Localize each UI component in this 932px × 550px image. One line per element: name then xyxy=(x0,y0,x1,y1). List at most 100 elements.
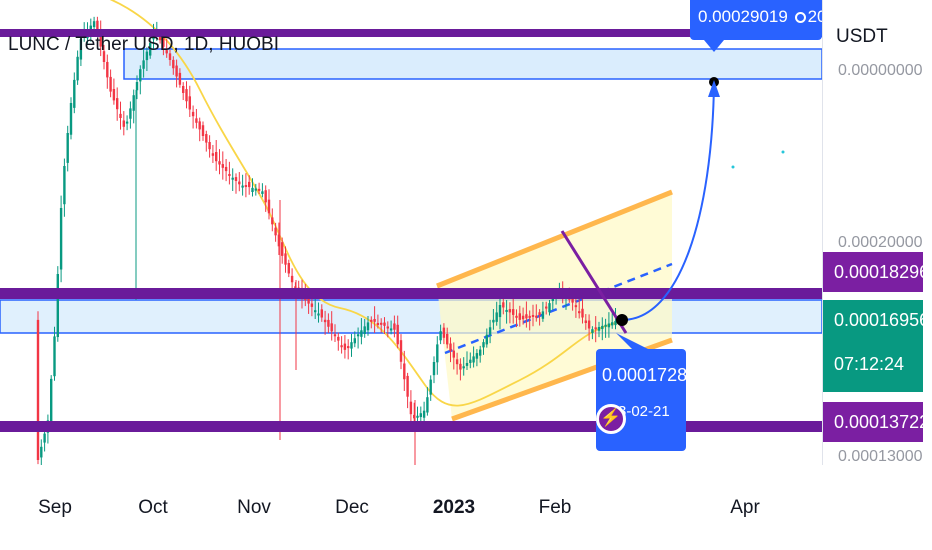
candle-body xyxy=(320,309,323,318)
candle-body xyxy=(314,310,317,313)
candle-body xyxy=(525,314,528,319)
candle-body xyxy=(198,121,201,130)
candle-body xyxy=(442,327,446,338)
candle-body xyxy=(376,322,380,325)
candle-body xyxy=(257,188,261,191)
candle-body xyxy=(274,227,277,236)
price-tick-faded: 0.00013000 xyxy=(838,448,923,465)
candle-body xyxy=(347,346,350,349)
candle-body xyxy=(601,325,604,330)
candle-body xyxy=(472,356,475,363)
candle-body xyxy=(333,334,337,337)
candle-body xyxy=(201,125,205,136)
candle-body xyxy=(512,309,515,315)
candle-body xyxy=(597,327,601,331)
candle-body xyxy=(594,327,597,330)
time-label-2023: 2023 xyxy=(432,497,476,518)
candle-body xyxy=(175,65,178,77)
candle-body xyxy=(36,319,40,460)
resistance-price-tag[interactable]: 0.00018296 xyxy=(823,252,929,292)
candle-body xyxy=(63,166,66,205)
candle-body xyxy=(479,349,482,356)
symbol-title: LUNC / Tether USD, 1D, HUOBI xyxy=(8,34,280,55)
candle-body xyxy=(406,375,409,397)
candle-body xyxy=(607,323,611,328)
candle-body xyxy=(96,20,99,32)
candle-body xyxy=(587,320,591,329)
target-arrowhead xyxy=(708,80,720,97)
candle-body xyxy=(66,133,69,163)
candle-body xyxy=(452,350,455,358)
candle-body xyxy=(119,113,122,118)
candle-body xyxy=(191,111,195,117)
price-axis-separator xyxy=(822,0,823,465)
candle-body xyxy=(172,59,175,69)
candle-body xyxy=(281,242,284,256)
candle-body xyxy=(370,319,373,322)
candle-body xyxy=(271,217,274,225)
candle-body xyxy=(614,320,617,326)
ascending-channel-fill xyxy=(437,192,672,419)
current-price-value: 0.00016956 xyxy=(834,310,930,330)
candle-body xyxy=(149,42,152,56)
candle-body xyxy=(446,333,449,345)
current-point-marker xyxy=(616,314,628,326)
candle-body xyxy=(76,56,79,81)
candle-body xyxy=(323,319,327,323)
consolidation-zone xyxy=(0,299,823,334)
time-label-dec: Dec xyxy=(335,497,369,518)
candle-body xyxy=(571,295,574,303)
candle-body xyxy=(40,446,43,458)
candle-body xyxy=(482,342,485,348)
target-callout[interactable]: 0.00029019 2023-0 xyxy=(690,0,822,40)
time-axis[interactable]: Sep Oct Nov Dec 2023 Feb Apr xyxy=(0,465,932,550)
candle-body xyxy=(465,363,469,366)
candle-body xyxy=(528,315,531,318)
candle-body xyxy=(129,108,132,119)
candle-body xyxy=(317,313,320,316)
candle-body xyxy=(188,96,191,110)
candle-body xyxy=(178,72,182,85)
candle-body xyxy=(182,85,185,93)
candle-body xyxy=(363,326,366,334)
candle-body xyxy=(228,173,231,176)
candle-body xyxy=(267,199,271,214)
candle-body xyxy=(574,305,578,308)
clock-icon xyxy=(794,12,806,23)
candle-body xyxy=(238,181,241,185)
axis-currency-label[interactable]: USDT xyxy=(836,26,888,47)
candle-body xyxy=(498,305,502,318)
candle-body xyxy=(215,152,218,162)
current-price-tag[interactable]: 0.00016956 07:12:24 xyxy=(823,300,929,392)
alert-callout[interactable]: 0.00017284 3-02-21 xyxy=(596,349,697,451)
candle-body xyxy=(485,334,488,345)
candle-body xyxy=(73,79,76,108)
candle-body xyxy=(337,336,340,341)
lightning-bolt-icon[interactable]: ⚡ xyxy=(596,404,626,434)
candle-body xyxy=(50,378,53,422)
downtrend-line xyxy=(560,230,628,334)
candle-body xyxy=(277,234,281,247)
candle-body xyxy=(125,121,129,124)
target-value: 0.00029019 xyxy=(698,7,788,26)
candle-body xyxy=(426,397,429,413)
candle-body xyxy=(56,274,59,338)
candle-body xyxy=(495,312,498,322)
candle-body xyxy=(396,324,399,345)
candle-body xyxy=(373,318,376,322)
support-price-tag[interactable]: 0.00013722 xyxy=(823,402,929,442)
alert-callout-pointer xyxy=(616,333,648,349)
candle-body xyxy=(389,328,393,331)
candle-body xyxy=(383,322,386,326)
candle-body xyxy=(244,185,248,188)
resistance-level xyxy=(0,288,822,299)
candle-body xyxy=(211,153,215,156)
candle-body xyxy=(538,312,541,316)
candle-body xyxy=(413,414,416,419)
target-callout-pointer xyxy=(704,40,724,52)
candle-body xyxy=(43,433,46,443)
candle-body xyxy=(59,208,63,270)
candle-body xyxy=(248,181,251,188)
candle-body xyxy=(287,262,290,274)
